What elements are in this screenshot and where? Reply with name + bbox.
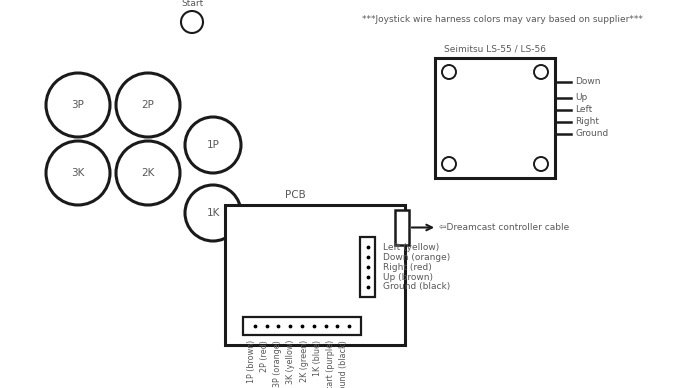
Text: ***Joystick wire harness colors may vary based on supplier***: ***Joystick wire harness colors may vary… — [362, 15, 643, 24]
Text: Seimitsu LS-55 / LS-56: Seimitsu LS-55 / LS-56 — [444, 44, 546, 53]
Text: PCB: PCB — [284, 190, 306, 200]
Text: Down (orange): Down (orange) — [383, 253, 451, 262]
Text: Left (yellow): Left (yellow) — [383, 242, 440, 251]
Text: 2P (red): 2P (red) — [260, 340, 269, 372]
Text: 2K: 2K — [141, 168, 155, 178]
Bar — [243, 317, 361, 335]
Text: 3K (yellow): 3K (yellow) — [286, 340, 295, 385]
Text: Up (brown): Up (brown) — [383, 272, 433, 282]
Text: 1K (blue): 1K (blue) — [313, 340, 322, 376]
Text: 3P: 3P — [72, 100, 84, 110]
Text: Start (purple): Start (purple) — [326, 340, 335, 388]
Text: 1P (brown): 1P (brown) — [247, 340, 256, 383]
Text: 3P (orange): 3P (orange) — [273, 340, 282, 387]
Text: Ground (black): Ground (black) — [383, 282, 451, 291]
Text: Start: Start — [181, 0, 203, 8]
Text: 1K: 1K — [206, 208, 219, 218]
Text: 2P: 2P — [141, 100, 155, 110]
Text: Right: Right — [575, 118, 599, 126]
Text: 1P: 1P — [206, 140, 219, 150]
Text: 2K (green): 2K (green) — [299, 340, 308, 382]
Bar — [435, 58, 555, 178]
Text: Down: Down — [575, 78, 600, 87]
Text: 3K: 3K — [71, 168, 85, 178]
Text: Ground: Ground — [575, 130, 609, 139]
Text: Right (red): Right (red) — [383, 263, 432, 272]
Text: Up: Up — [575, 94, 587, 102]
Bar — [360, 237, 375, 297]
Bar — [395, 210, 409, 245]
Text: ⇦Dreamcast controller cable: ⇦Dreamcast controller cable — [439, 223, 569, 232]
Bar — [225, 205, 405, 345]
Text: Ground (black): Ground (black) — [339, 340, 348, 388]
Text: Left: Left — [575, 106, 592, 114]
